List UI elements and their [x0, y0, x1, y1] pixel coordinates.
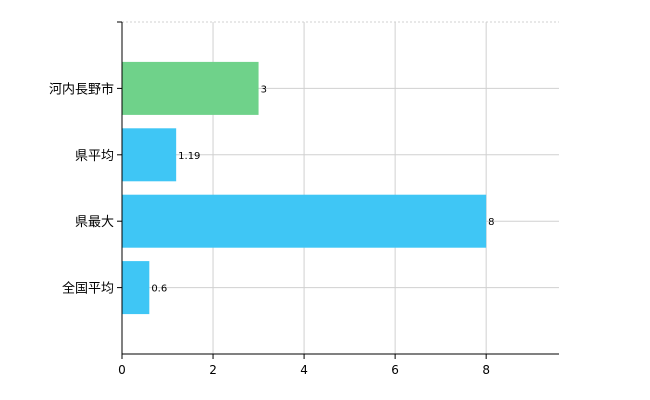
- bar: [122, 61, 259, 115]
- data-label: 1.19: [178, 151, 200, 162]
- x-tick-label: 0: [118, 363, 126, 377]
- x-tick-label: 4: [300, 363, 308, 377]
- category-label: 県平均: [75, 149, 114, 164]
- data-label: 0.6: [151, 284, 167, 295]
- category-label: 全国平均: [62, 281, 114, 297]
- labels: 0 2 4 6 8 河内長野市 3 県平均 1.19 県最大 8 全国平均 0.6: [49, 21, 495, 377]
- bar: [122, 261, 150, 315]
- x-tick-label: 8: [482, 363, 490, 377]
- x-tick-label: 6: [391, 363, 399, 377]
- category-label: 県最大: [75, 215, 114, 230]
- bar: [122, 194, 487, 248]
- data-label: 3: [261, 84, 267, 95]
- category-label: 河内長野市: [49, 81, 114, 97]
- x-tick-label: 2: [209, 363, 217, 377]
- data-label: 8: [488, 217, 494, 228]
- grid: [122, 21, 559, 354]
- bars: [122, 61, 487, 315]
- bar: [122, 128, 177, 182]
